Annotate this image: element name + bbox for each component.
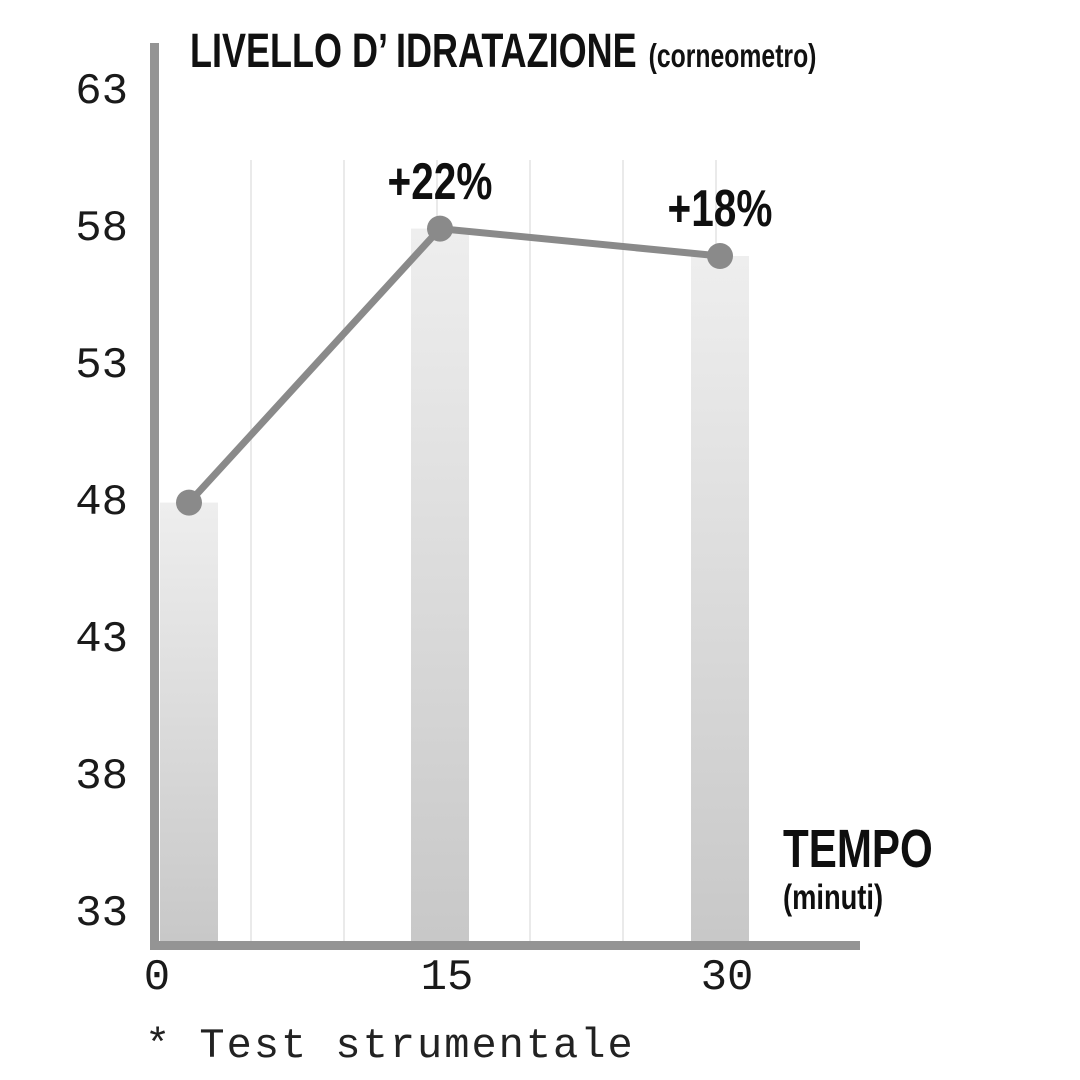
gridline-vertical bbox=[622, 160, 624, 941]
gridline-vertical bbox=[529, 160, 531, 941]
y-axis-tick-label: 43 bbox=[75, 614, 128, 665]
x-axis-title-main: TEMPO bbox=[783, 819, 933, 879]
y-axis-line bbox=[150, 43, 159, 949]
y-axis-tick-label: 58 bbox=[75, 203, 128, 254]
data-point bbox=[707, 243, 733, 269]
footnote: * Test strumentale bbox=[145, 1022, 635, 1070]
chart-title: LIVELLO D’ IDRATAZIONE (corneometro) bbox=[190, 24, 1025, 79]
data-point bbox=[176, 489, 202, 516]
point-label: +22% bbox=[387, 152, 493, 211]
gridline-vertical bbox=[343, 160, 345, 941]
bar-15-min bbox=[411, 228, 469, 942]
bar-30-min bbox=[691, 256, 749, 941]
x-axis-title-sub: (minuti) bbox=[783, 878, 884, 917]
point-label: +18% bbox=[667, 180, 773, 238]
y-axis-tick-label: 38 bbox=[75, 751, 128, 802]
bar-0-min bbox=[160, 502, 218, 941]
y-axis-tick-label: 63 bbox=[75, 66, 128, 117]
y-axis-tick-label: 33 bbox=[75, 888, 128, 939]
chart-title-main: LIVELLO D’ IDRATAZIONE bbox=[190, 25, 637, 78]
chart-title-sub: (corneometro) bbox=[648, 37, 817, 74]
gridline-vertical bbox=[250, 160, 252, 941]
data-point bbox=[427, 215, 453, 242]
x-axis-title: TEMPO (minuti) bbox=[783, 820, 975, 918]
y-axis-tick-label: 48 bbox=[75, 477, 128, 528]
x-axis-tick-label: 15 bbox=[420, 953, 474, 1003]
y-axis-tick-label: 53 bbox=[75, 340, 128, 391]
x-axis-tick-label: 30 bbox=[700, 953, 754, 1003]
x-axis-line bbox=[150, 941, 860, 950]
x-axis-tick-label: 0 bbox=[143, 953, 171, 1003]
